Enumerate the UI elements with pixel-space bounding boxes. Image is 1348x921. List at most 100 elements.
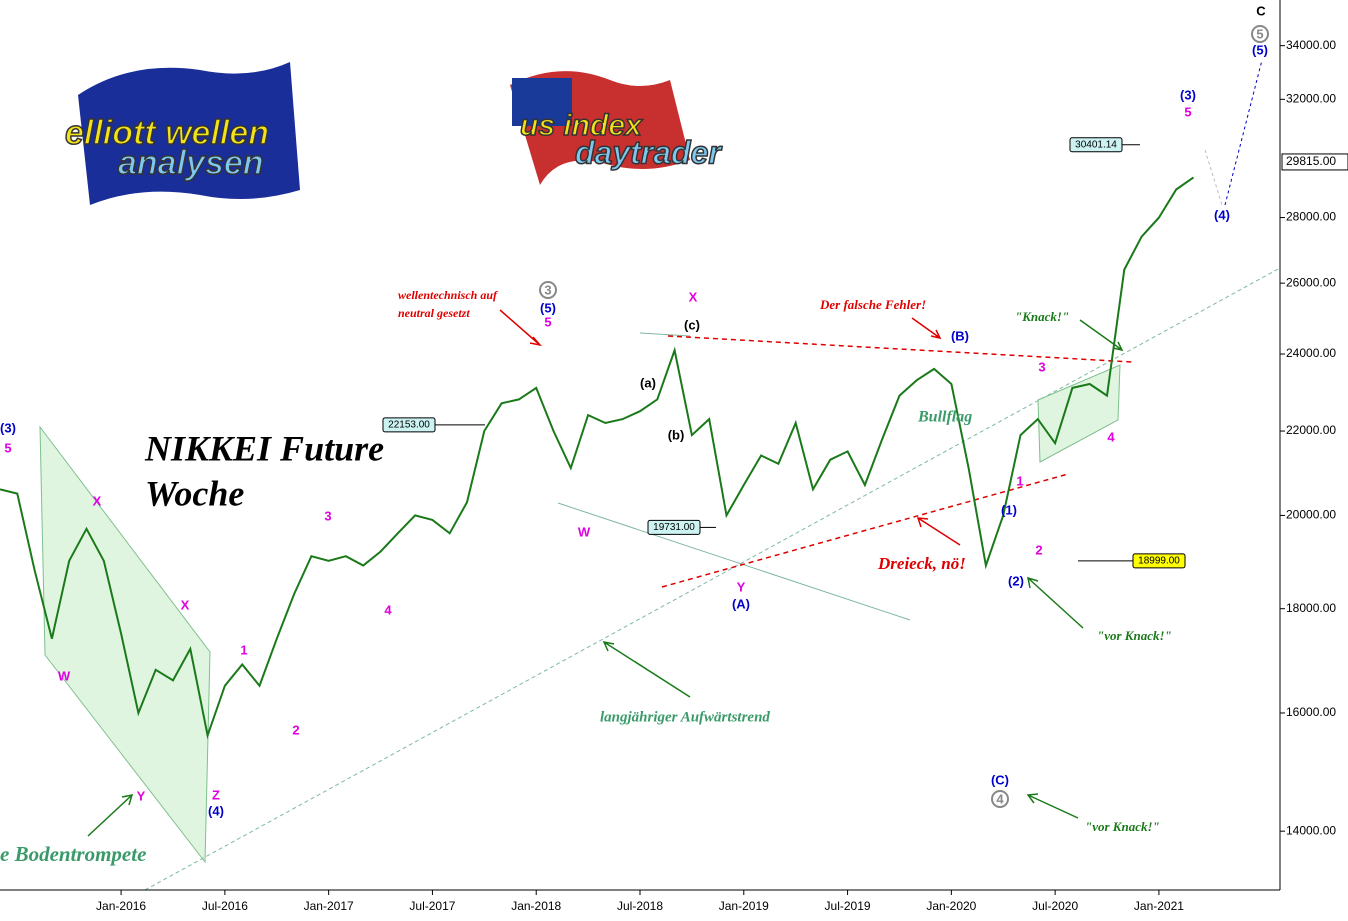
circled-wave-label: 4 xyxy=(996,791,1004,806)
x-tick-label: Jan-2020 xyxy=(926,899,976,913)
circled-wave xyxy=(1251,25,1269,43)
logo-text: elliott wellen xyxy=(65,114,269,152)
wave-label: 5 xyxy=(544,314,551,329)
logo-flag xyxy=(78,62,300,205)
wave-label: (3) xyxy=(1180,87,1196,102)
price-label: 19731.00 xyxy=(653,522,695,533)
annotation: langjähriger Aufwärtstrend xyxy=(600,709,770,725)
annotation: Dreieck, nö! xyxy=(877,554,966,573)
y-tick-label: 16000.00 xyxy=(1286,705,1336,719)
wave-label: W xyxy=(578,524,591,539)
annotation: e Bodentrompete xyxy=(0,842,146,866)
wave-label: X xyxy=(689,289,698,304)
y-tick-label: 32000.00 xyxy=(1286,92,1336,106)
circled-wave xyxy=(991,790,1009,808)
logo-canton xyxy=(512,78,572,126)
annotation: Bullflag xyxy=(917,409,972,426)
wave-label: 2 xyxy=(1035,542,1042,557)
wave-label: (b) xyxy=(668,427,685,442)
wave-label: W xyxy=(58,668,71,683)
price-box xyxy=(1132,553,1186,569)
wave-label: 5 xyxy=(4,440,11,455)
logo-text: daytrader xyxy=(575,134,722,170)
y-tick-label: 20000.00 xyxy=(1286,508,1336,522)
projection xyxy=(1204,149,1223,206)
x-tick-label: Jan-2017 xyxy=(304,899,354,913)
price-label: 22153.00 xyxy=(388,420,430,431)
wave-label: (5) xyxy=(540,300,556,315)
y-tick-label: 34000.00 xyxy=(1286,38,1336,52)
wave-label: (B) xyxy=(951,328,969,343)
price-box xyxy=(382,417,436,433)
wave-label: (A) xyxy=(732,596,750,611)
wave-label: (a) xyxy=(640,375,656,390)
wave-label: (2) xyxy=(1008,573,1024,588)
y-tick-label: 14000.00 xyxy=(1286,823,1336,837)
price-label: 30401.14 xyxy=(1075,139,1117,150)
wave-label: (c) xyxy=(684,317,700,332)
wave-label: 3 xyxy=(324,508,331,523)
logo-text: us index xyxy=(520,109,643,142)
x-tick-label: Jan-2016 xyxy=(96,899,146,913)
y-tick-label: 28000.00 xyxy=(1286,210,1336,224)
wave-label: 5 xyxy=(1184,104,1191,119)
logo-usid xyxy=(510,71,690,185)
circled-wave-label: 5 xyxy=(1256,26,1263,41)
last-price-label: 29815.00 xyxy=(1286,154,1336,168)
wave-label: (1) xyxy=(1001,502,1017,517)
trendline xyxy=(144,267,1281,891)
x-tick-label: Jul-2016 xyxy=(202,899,248,913)
y-tick-label: 18000.00 xyxy=(1286,601,1336,615)
x-tick-label: Jul-2020 xyxy=(1032,899,1078,913)
wave-label: (3) xyxy=(0,420,16,435)
annotation: neutral gesetzt xyxy=(398,306,470,320)
projection xyxy=(1224,59,1263,206)
triangle-line xyxy=(661,473,1069,588)
price-label: 18999.00 xyxy=(1138,556,1180,567)
annotation: "vor Knack!" xyxy=(1097,628,1172,643)
wave-label: Y xyxy=(137,788,146,803)
annotation: "Knack!" xyxy=(1015,309,1069,324)
price-line xyxy=(0,176,1195,740)
price-box xyxy=(1069,137,1123,153)
circled-wave-label: 3 xyxy=(544,282,551,297)
x-tick-label: Jan-2018 xyxy=(511,899,561,913)
x-tick-label: Jul-2019 xyxy=(825,899,871,913)
x-tick-label: Jan-2021 xyxy=(1134,899,1184,913)
y-tick-label: 22000.00 xyxy=(1286,423,1336,437)
wave-label: 4 xyxy=(384,602,392,617)
x-tick-label: Jul-2017 xyxy=(409,899,455,913)
wave-label: 2 xyxy=(292,722,299,737)
wave-label: (C) xyxy=(991,772,1009,787)
x-tick-label: Jul-2018 xyxy=(617,899,663,913)
annotation: "vor Knack!" xyxy=(1085,819,1160,834)
logo-text: analysen xyxy=(118,144,264,182)
annotation: wellentechnisch auf xyxy=(398,288,498,302)
wave-label: Y xyxy=(737,579,746,594)
y-tick-label: 26000.00 xyxy=(1286,275,1336,289)
price-box xyxy=(647,519,701,535)
arrows xyxy=(87,309,1124,837)
wave-label: (5) xyxy=(1252,42,1268,57)
annotation: Der falsche Fehler! xyxy=(819,297,926,312)
wave-label: 4 xyxy=(1107,429,1115,444)
x-tick-label: Jan-2019 xyxy=(719,899,769,913)
annotation: NIKKEI Future xyxy=(144,428,384,468)
bullflag-channel xyxy=(1037,364,1121,463)
trendline xyxy=(557,502,911,621)
wave-label: 1 xyxy=(1016,473,1023,488)
triangle-line xyxy=(667,335,1133,363)
trendline xyxy=(639,332,691,337)
logo-ewa xyxy=(78,62,300,205)
wave-label: X xyxy=(93,493,102,508)
last-price-box xyxy=(1281,153,1348,171)
wave-label: (4) xyxy=(208,803,224,818)
wave-label: 3 xyxy=(1038,359,1045,374)
wave-label: (4) xyxy=(1214,207,1230,222)
wave-label: X xyxy=(181,597,190,612)
wave-label: C xyxy=(1256,3,1266,18)
wave-label: Z xyxy=(212,787,220,802)
circled-wave xyxy=(539,281,557,299)
annotation: Woche xyxy=(145,473,244,513)
